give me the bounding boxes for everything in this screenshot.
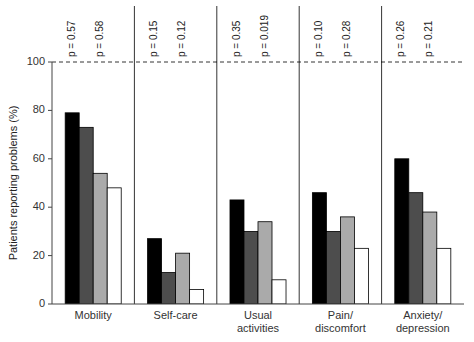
x-tick-label: Usualactivities <box>237 309 280 334</box>
p-value: p = 0.019 <box>259 15 270 57</box>
y-tick-label: 0 <box>39 297 45 309</box>
bar <box>272 280 286 304</box>
p-value: p = 0.58 <box>94 20 105 57</box>
bar <box>65 113 79 304</box>
x-tick-label: Pain/discomfort <box>315 309 366 334</box>
x-tick-label: Anxiety/depression <box>396 309 450 334</box>
group-separator <box>299 6 300 304</box>
p-value: p = 0.26 <box>395 20 406 57</box>
p-value: p = 0.10 <box>313 20 324 57</box>
bar <box>395 159 409 304</box>
bar <box>107 188 121 304</box>
p-value: p = 0.15 <box>148 20 159 57</box>
y-tick <box>48 62 52 63</box>
y-axis <box>52 62 53 304</box>
bar <box>340 217 354 304</box>
p-value: p = 0.35 <box>231 20 242 57</box>
y-tick-label: 100 <box>27 55 45 67</box>
bar <box>93 173 107 304</box>
y-axis-label: Patients reporting problems (%) <box>7 106 19 261</box>
bar <box>326 231 340 304</box>
group-separator <box>134 6 135 304</box>
bar <box>354 248 368 304</box>
y-tick-label: 80 <box>33 103 45 115</box>
top-line <box>52 62 464 63</box>
y-tick <box>48 255 52 256</box>
p-value: p = 0.28 <box>341 20 352 57</box>
bars <box>65 113 451 304</box>
bar <box>190 289 204 304</box>
y-tick <box>48 158 52 159</box>
y-tick <box>48 304 52 305</box>
group-separator <box>216 6 217 304</box>
bar <box>176 253 190 304</box>
bar <box>230 200 244 304</box>
bar <box>423 212 437 304</box>
x-tick-label: Mobility <box>75 309 113 321</box>
y-tick <box>48 207 52 208</box>
bar <box>312 193 326 304</box>
bar <box>79 127 93 304</box>
chart: 0 20 40 60 80 100 Patients reporting problems … <box>0 0 474 342</box>
p-value: p = 0.12 <box>176 20 187 57</box>
bar <box>244 231 258 304</box>
bar <box>162 273 176 304</box>
group-separator <box>381 6 382 304</box>
y-tick <box>48 110 52 111</box>
x-tick-label: Self-care <box>154 309 198 321</box>
bar <box>409 193 423 304</box>
bar <box>148 239 162 304</box>
y-tick-label: 20 <box>33 249 45 261</box>
bar <box>437 248 451 304</box>
y-tick-label: 60 <box>33 152 45 164</box>
p-value: p = 0.57 <box>66 20 77 57</box>
y-tick-label: 40 <box>33 200 45 212</box>
x-axis <box>52 304 464 305</box>
p-value: p = 0.21 <box>423 20 434 57</box>
bar <box>258 222 272 304</box>
